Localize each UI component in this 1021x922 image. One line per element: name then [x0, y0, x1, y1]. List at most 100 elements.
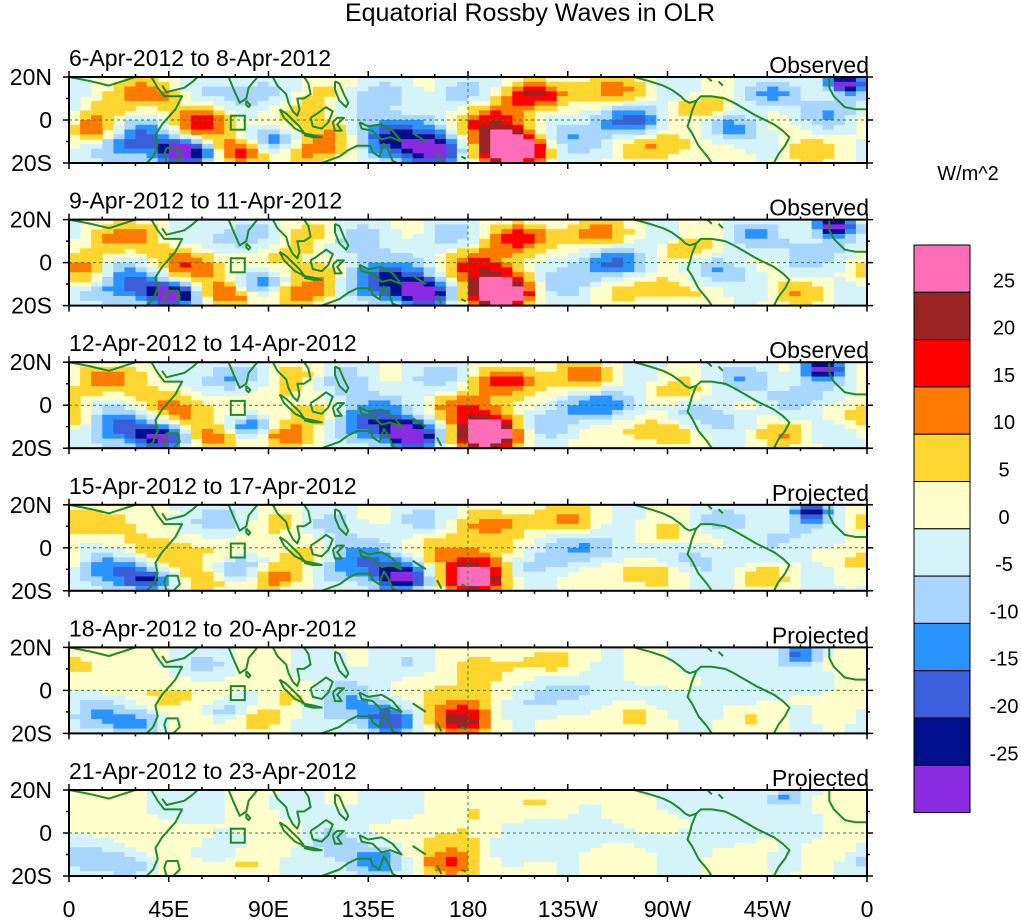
- olr-cell: [589, 238, 602, 245]
- olr-cell: [778, 267, 791, 273]
- olr-cell: [601, 528, 613, 535]
- olr-cell: [290, 229, 303, 235]
- olr-cell: [811, 400, 824, 406]
- olr-cell: [479, 719, 491, 725]
- olr-cell: [113, 557, 126, 563]
- olr-cell: [523, 371, 536, 378]
- olr-cell: [368, 409, 380, 416]
- olr-cell: [235, 704, 247, 711]
- olr-cell: [445, 267, 458, 273]
- olr-cell: [479, 262, 491, 268]
- olr-cell: [601, 124, 613, 131]
- olr-cell: [390, 253, 403, 259]
- olr-cell: [202, 110, 214, 116]
- olr-cell: [468, 661, 480, 668]
- olr-cell: [179, 666, 192, 672]
- olr-cell: [711, 105, 724, 112]
- olr-cell: [490, 233, 502, 240]
- olr-cell: [811, 576, 824, 582]
- olr-cell: [346, 519, 358, 525]
- olr-cell: [789, 243, 802, 249]
- olr-cell: [279, 581, 292, 587]
- olr-cell: [423, 647, 436, 653]
- olr-cell: [534, 695, 547, 701]
- olr-cell: [69, 709, 81, 715]
- olr-cell: [734, 676, 746, 682]
- olr-cell: [523, 276, 536, 283]
- olr-cell: [445, 153, 458, 159]
- olr-cell: [811, 129, 824, 135]
- olr-cell: [80, 566, 92, 573]
- olr-cell: [124, 158, 137, 163]
- olr-cell: [722, 110, 735, 116]
- olr-cell: [146, 281, 159, 288]
- olr-cell: [601, 96, 613, 102]
- olr-cell: [756, 100, 768, 107]
- olr-cell: [490, 581, 502, 587]
- olr-cell: [235, 105, 247, 112]
- olr-cell: [767, 371, 779, 378]
- olr-cell: [80, 91, 92, 97]
- olr-cell: [578, 690, 591, 696]
- olr-cell: [490, 243, 502, 249]
- olr-cell: [357, 124, 369, 131]
- olr-cell: [767, 224, 779, 230]
- olr-cell: [335, 409, 347, 416]
- olr-cell: [844, 414, 857, 421]
- coastline: [436, 436, 443, 447]
- olr-cell: [257, 100, 270, 107]
- olr-cell: [268, 229, 281, 235]
- olr-cell: [778, 676, 791, 682]
- olr-cell: [667, 543, 680, 549]
- olr-cell: [213, 386, 225, 392]
- olr-cell: [612, 405, 624, 411]
- olr-cell: [501, 139, 513, 145]
- olr-cell: [224, 139, 236, 145]
- olr-cell: [656, 91, 669, 97]
- olr-cell: [257, 557, 270, 563]
- olr-cell: [545, 129, 558, 135]
- olr-cell: [523, 656, 536, 663]
- olr-cell: [700, 519, 713, 525]
- olr-cell: [711, 262, 724, 268]
- olr-cell: [789, 143, 802, 150]
- olr-cell: [645, 371, 658, 378]
- olr-cell: [844, 366, 857, 373]
- olr-cell: [69, 433, 81, 440]
- olr-cell: [69, 129, 81, 135]
- olr-cell: [722, 680, 735, 687]
- olr-cell: [734, 429, 746, 435]
- olr-cell: [756, 229, 768, 235]
- olr-cell: [601, 77, 613, 83]
- olr-cell: [257, 77, 270, 83]
- olr-cell: [445, 414, 458, 421]
- olr-cell: [479, 661, 491, 668]
- olr-cell: [390, 699, 403, 706]
- olr-cell: [468, 96, 480, 102]
- olr-cell: [689, 267, 702, 273]
- olr-cell: [224, 291, 236, 297]
- olr-cell: [667, 405, 680, 411]
- olr-cell: [490, 671, 502, 677]
- olr-cell: [490, 429, 502, 435]
- olr-cell: [501, 105, 513, 112]
- olr-cell: [202, 438, 214, 445]
- olr-cell: [146, 709, 159, 715]
- olr-cell: [722, 272, 735, 278]
- olr-cell: [423, 158, 436, 163]
- olr-cell: [468, 419, 480, 425]
- olr-cell: [589, 699, 602, 706]
- olr-cell: [202, 229, 214, 235]
- olr-cell: [844, 238, 857, 245]
- olr-cell: [623, 547, 635, 554]
- olr-cell: [301, 296, 314, 302]
- olr-cell: [855, 719, 867, 725]
- olr-cell: [556, 296, 569, 302]
- olr-cell: [778, 400, 791, 406]
- olr-cell: [800, 300, 813, 306]
- olr-cell: [379, 656, 392, 663]
- olr-cell: [623, 153, 635, 159]
- olr-cell: [80, 514, 92, 520]
- olr-cell: [113, 519, 126, 525]
- olr-cell: [179, 429, 192, 435]
